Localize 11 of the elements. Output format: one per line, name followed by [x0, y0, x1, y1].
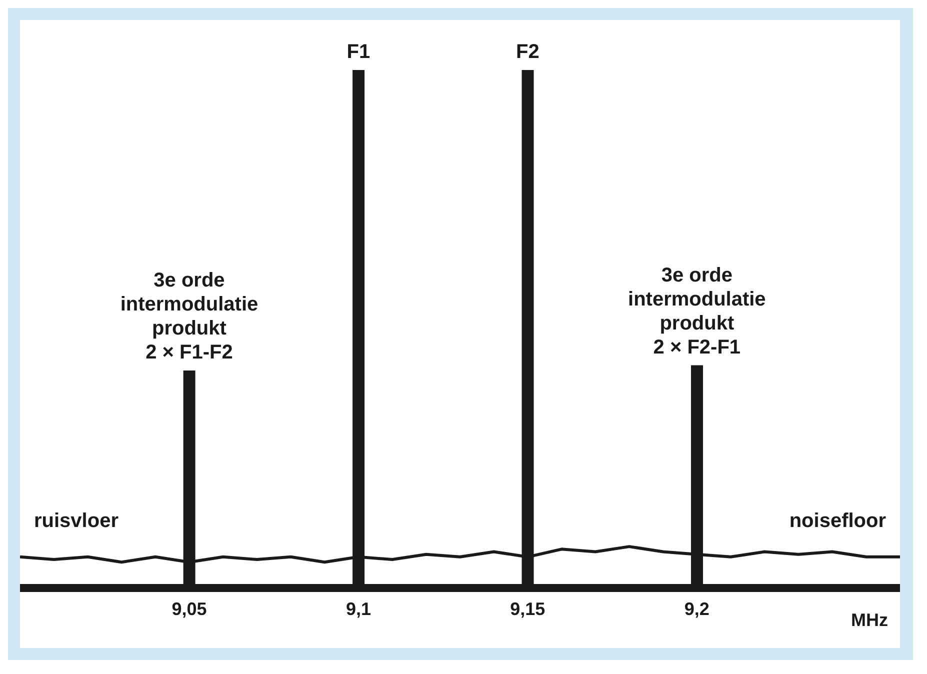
- x-tick-label: 9,2: [684, 598, 710, 619]
- annotation: F1: [346, 41, 370, 63]
- x-tick-label: 9,1: [346, 598, 371, 619]
- annotation: noisefloor: [789, 510, 886, 533]
- annotation: F2: [516, 41, 540, 63]
- annotation: 3e orde intermodulatie produkt 2 × F1-F2: [120, 269, 258, 364]
- annotation: ruisvloer: [34, 510, 118, 533]
- x-tick-label: 9,15: [510, 598, 546, 619]
- annotation: 3e orde intermodulatie produkt 2 × F2-F1: [628, 264, 766, 358]
- x-axis-title: MHz: [851, 610, 888, 630]
- x-tick-label: 9,05: [172, 598, 207, 619]
